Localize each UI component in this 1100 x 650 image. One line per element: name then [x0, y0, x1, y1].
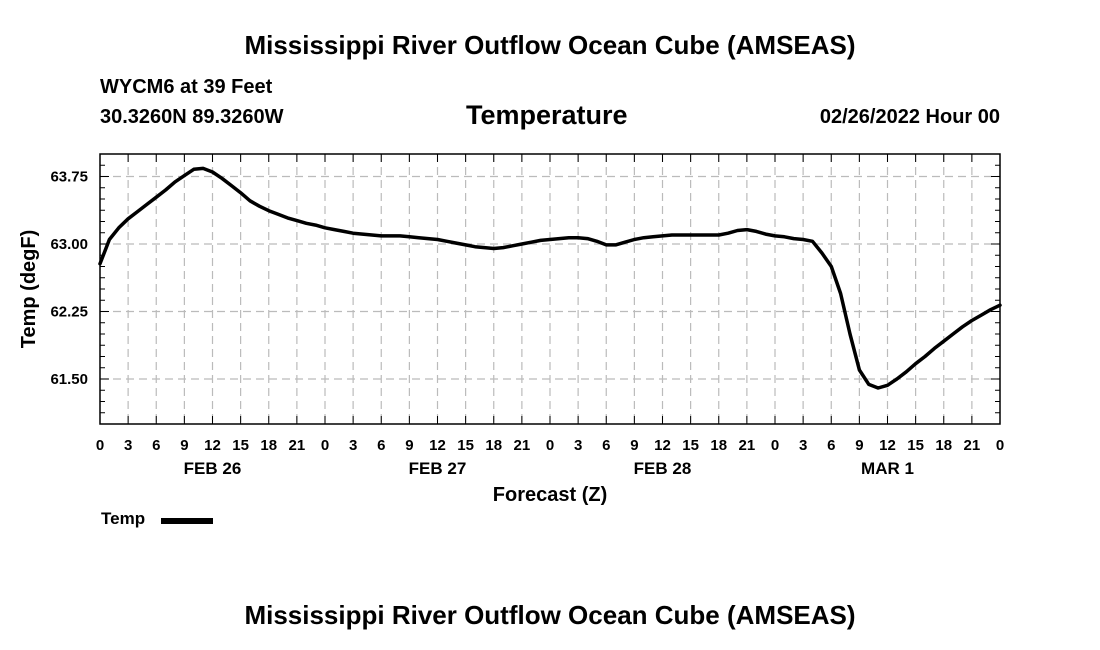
x-day-label: MAR 1 — [861, 459, 914, 478]
x-tick-label: 0 — [546, 437, 554, 454]
y-tick-label: 63.00 — [50, 236, 88, 253]
x-tick-label: 9 — [180, 437, 188, 454]
legend-label: Temp — [101, 509, 146, 528]
x-tick-label: 12 — [429, 437, 446, 454]
plot-frame — [99, 153, 1001, 425]
x-tick-label: 15 — [907, 437, 924, 454]
chart-bottom-title: Mississippi River Outflow Ocean Cube (AM… — [244, 600, 856, 630]
issued-time-label: 02/26/2022 Hour 00 — [819, 106, 1000, 128]
x-tick-label: 15 — [457, 437, 474, 454]
x-tick-label: 9 — [855, 437, 863, 454]
x-tick-label: 0 — [771, 437, 779, 454]
y-tick-label: 61.50 — [50, 371, 88, 388]
x-tick-label: 6 — [827, 437, 835, 454]
x-tick-label: 3 — [574, 437, 582, 454]
x-tick-label: 15 — [682, 437, 699, 454]
x-tick-label: 12 — [654, 437, 671, 454]
x-day-label: FEB 26 — [184, 459, 242, 478]
parameter-title: Temperature — [466, 100, 628, 130]
station-label: WYCM6 at 39 Feet — [100, 76, 273, 98]
x-tick-label: 21 — [739, 437, 756, 454]
y-tick-label: 63.75 — [50, 169, 88, 186]
x-tick-label: 0 — [96, 437, 104, 454]
x-tick-label: 6 — [377, 437, 385, 454]
x-tick-label: 18 — [260, 437, 277, 454]
x-tick-label: 0 — [321, 437, 329, 454]
legend-line-swatch — [161, 518, 213, 524]
y-axis-title: Temp (degF) — [18, 230, 40, 349]
x-day-label: FEB 27 — [409, 459, 467, 478]
x-axis-title: Forecast (Z) — [493, 484, 607, 506]
x-tick-label: 3 — [799, 437, 807, 454]
x-tick-label: 18 — [710, 437, 727, 454]
x-day-label: FEB 28 — [634, 459, 692, 478]
x-tick-label: 12 — [879, 437, 896, 454]
x-tick-label: 0 — [996, 437, 1004, 454]
location-label: 30.3260N 89.3260W — [100, 106, 284, 128]
chart-main-title: Mississippi River Outflow Ocean Cube (AM… — [244, 30, 856, 60]
x-tick-label: 21 — [289, 437, 306, 454]
x-tick-label: 3 — [124, 437, 132, 454]
x-tick-label: 9 — [630, 437, 638, 454]
x-tick-label: 3 — [349, 437, 357, 454]
x-tick-label: 15 — [232, 437, 249, 454]
x-tick-label: 21 — [514, 437, 531, 454]
x-tick-label: 6 — [602, 437, 610, 454]
series-line-temp — [98, 166, 1002, 390]
x-tick-label: 18 — [485, 437, 502, 454]
y-tick-label: 62.25 — [50, 304, 88, 321]
x-tick-label: 9 — [405, 437, 413, 454]
x-tick-label: 18 — [935, 437, 952, 454]
x-tick-label: 21 — [964, 437, 981, 454]
x-tick-label: 6 — [152, 437, 160, 454]
x-tick-label: 12 — [204, 437, 221, 454]
